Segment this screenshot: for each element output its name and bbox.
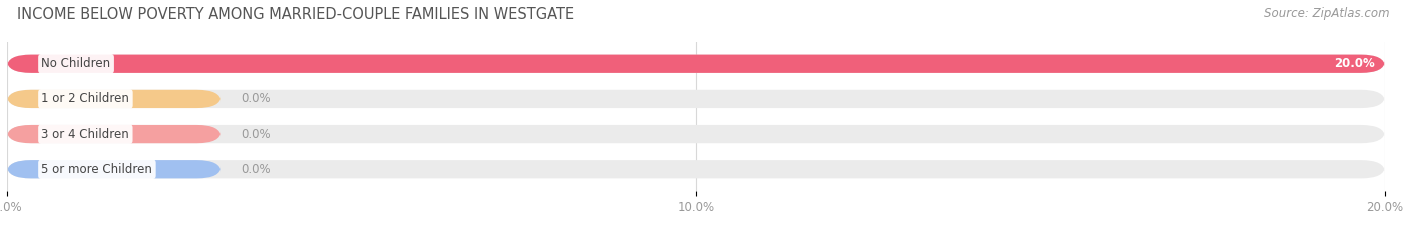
FancyBboxPatch shape [7,90,1385,108]
Text: 0.0%: 0.0% [242,163,271,176]
Text: 3 or 4 Children: 3 or 4 Children [42,128,129,140]
FancyBboxPatch shape [7,55,1385,73]
FancyBboxPatch shape [7,55,1385,73]
Text: No Children: No Children [42,57,111,70]
Text: 0.0%: 0.0% [242,128,271,140]
Text: 5 or more Children: 5 or more Children [42,163,152,176]
FancyBboxPatch shape [7,160,1385,178]
Text: INCOME BELOW POVERTY AMONG MARRIED-COUPLE FAMILIES IN WESTGATE: INCOME BELOW POVERTY AMONG MARRIED-COUPL… [17,7,574,22]
FancyBboxPatch shape [7,125,1385,143]
FancyBboxPatch shape [7,125,221,143]
Text: 20.0%: 20.0% [1334,57,1375,70]
Text: 0.0%: 0.0% [242,93,271,105]
FancyBboxPatch shape [7,160,221,178]
FancyBboxPatch shape [7,90,221,108]
Text: Source: ZipAtlas.com: Source: ZipAtlas.com [1264,7,1389,20]
Text: 1 or 2 Children: 1 or 2 Children [42,93,129,105]
